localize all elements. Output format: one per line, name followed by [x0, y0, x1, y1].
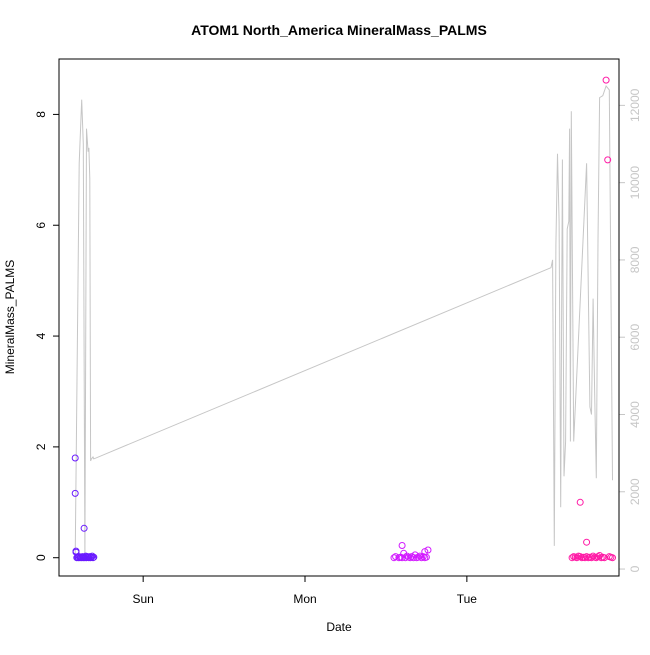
data-point — [414, 553, 422, 561]
data-point — [72, 548, 80, 556]
data-point — [583, 553, 591, 561]
data-point — [588, 554, 595, 562]
data-point — [576, 498, 584, 506]
x-tick-label: Mon — [293, 592, 316, 606]
y2-tick-label: 12000 — [628, 88, 642, 122]
secondary-series-line — [74, 84, 613, 558]
data-point — [90, 553, 98, 561]
data-point — [71, 489, 79, 497]
data-point — [418, 554, 425, 562]
data-point — [419, 553, 427, 561]
plot-frame — [58, 58, 620, 577]
data-point — [416, 552, 424, 560]
data-point — [600, 554, 608, 562]
y2-tick-label: 2000 — [628, 478, 642, 505]
chart-title: ATOM1 North_America MineralMass_PALMS — [191, 22, 487, 38]
x-tick-label: Sun — [132, 592, 153, 606]
data-point — [80, 524, 88, 532]
y2-tick-label: 0 — [628, 565, 642, 572]
y2-tick-label: 10000 — [628, 166, 642, 200]
y-tick-label: 4 — [34, 332, 48, 339]
data-point — [594, 553, 602, 561]
y2-tick-label: 4000 — [628, 401, 642, 428]
data-point — [71, 454, 79, 462]
x-axis-label: Date — [326, 620, 352, 634]
plot-layer: 0 2 4 6 8 0 2000 4000 6000 8000 10000 12000 Sun Mon Tu… — [34, 76, 642, 606]
data-point — [398, 542, 406, 549]
y-axis-label: MineralMass_PALMS — [3, 260, 17, 374]
data-point — [609, 554, 616, 562]
y-tick-label: 0 — [34, 554, 48, 561]
data-point — [604, 156, 612, 164]
data-point — [573, 554, 581, 562]
data-point — [398, 554, 406, 562]
data-point — [568, 554, 576, 562]
data-point — [408, 553, 416, 561]
y-tick-label: 2 — [34, 443, 48, 450]
data-point — [602, 76, 610, 84]
y2-tick-label: 8000 — [628, 246, 642, 273]
data-point — [401, 554, 409, 562]
data-point — [390, 554, 398, 562]
data-point — [583, 538, 591, 546]
y-tick-label: 8 — [34, 111, 48, 118]
x-tick-label: Tue — [457, 592, 478, 606]
data-point — [421, 548, 429, 556]
data-point — [392, 553, 400, 561]
y2-tick-label: 6000 — [628, 324, 642, 351]
y-tick-label: 6 — [34, 222, 48, 229]
